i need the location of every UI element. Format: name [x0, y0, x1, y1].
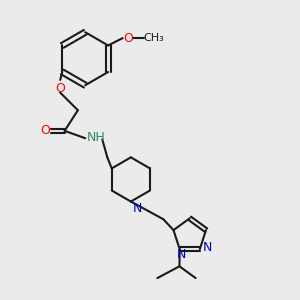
Text: O: O — [55, 82, 65, 95]
Text: CH₃: CH₃ — [143, 33, 164, 43]
Text: O: O — [123, 32, 133, 45]
Text: NH: NH — [87, 130, 106, 143]
Text: N: N — [202, 241, 212, 254]
Text: O: O — [40, 124, 50, 137]
Text: N: N — [176, 248, 186, 261]
Text: N: N — [133, 202, 142, 214]
